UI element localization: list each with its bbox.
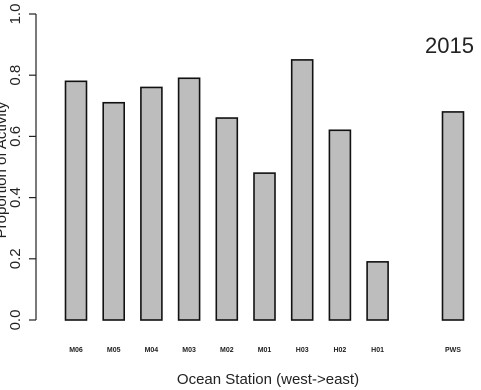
bar-M03 (177, 77, 201, 321)
y-tick-label: 0.0 (7, 310, 24, 331)
x-tick-label: M04 (145, 347, 159, 354)
y-tick-label: 0.6 (7, 126, 24, 147)
y-axis-label: Proportion of Activity (0, 101, 10, 238)
bar-M04 (140, 86, 163, 321)
x-tick-label: M06 (69, 347, 83, 354)
x-tick-label: M03 (182, 347, 196, 354)
bar-M02 (215, 117, 239, 321)
x-tick-label: M01 (258, 347, 272, 354)
x-ticks: M06 M05 M04 M03 M02 M01 H03 H02 H01 PWS (69, 347, 461, 354)
x-tick-label: H01 (371, 347, 384, 354)
bar-H02 (328, 129, 352, 321)
bars (64, 59, 465, 321)
year-annotation: 2015 (425, 33, 474, 58)
x-tick-label: PWS (445, 347, 461, 354)
bar-H03 (290, 59, 314, 321)
y-tick-label: 1.0 (7, 4, 24, 25)
x-axis-label: Ocean Station (west->east) (177, 371, 359, 388)
x-tick-label: M05 (107, 347, 121, 354)
bar-H01 (366, 261, 389, 321)
y-tick-label: 0.2 (7, 248, 24, 269)
x-tick-label: M02 (220, 347, 234, 354)
bar-M01 (253, 172, 276, 321)
bar-M05 (102, 101, 125, 321)
y-ticks: 0.0 0.2 0.4 0.6 0.8 1.0 (7, 4, 36, 331)
bar-PWS (441, 111, 465, 321)
bar-M06 (64, 80, 88, 321)
x-tick-label: H02 (333, 347, 346, 354)
y-tick-label: 0.8 (7, 65, 24, 86)
x-tick-label: H03 (296, 347, 309, 354)
y-tick-label: 0.4 (7, 187, 24, 208)
